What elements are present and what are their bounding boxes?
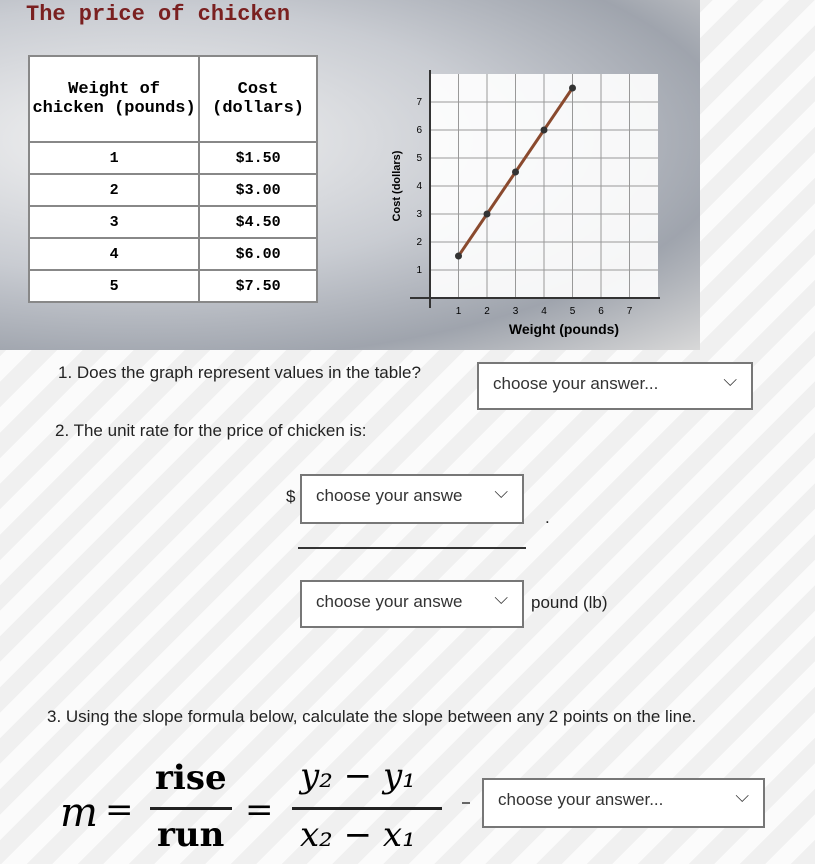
formula-m: m: [60, 790, 98, 836]
equals: =: [245, 790, 274, 830]
dropdown[interactable]: choose your answe: [300, 474, 524, 524]
y-tick-label: 3: [416, 209, 422, 220]
x-tick-label: 5: [570, 306, 576, 317]
table-cell: 5: [27, 269, 201, 303]
y-axis-label: Cost (dollars): [391, 150, 403, 221]
table-cell: $4.50: [198, 205, 318, 239]
run: run: [157, 815, 225, 855]
price-table: Weight of chicken (pounds) Cost (dollars)…: [27, 55, 318, 303]
y-tick-label: 1: [416, 265, 422, 276]
denominator: x₂ − x₁: [300, 815, 416, 855]
table-cell: $6.00: [198, 237, 318, 271]
dropdown[interactable]: choose your answer...: [482, 778, 765, 828]
column-header: Cost (dollars): [198, 55, 318, 143]
numerator: y₂ − y₁: [300, 756, 416, 796]
dash: [462, 802, 470, 804]
y-tick-label: 5: [416, 153, 422, 164]
equals: =: [105, 790, 134, 830]
dropdown[interactable]: choose your answe: [300, 580, 524, 628]
table-cell: 4: [27, 237, 201, 271]
dropdown[interactable]: choose your answer...: [477, 362, 753, 410]
fraction-bar: [150, 807, 232, 810]
title: The price of chicken: [26, 2, 291, 27]
x-tick-label: 1: [456, 306, 462, 317]
question: 1. Does the graph represent values in th…: [58, 363, 421, 382]
rise: rise: [155, 758, 227, 798]
y-tick-label: 6: [416, 125, 422, 136]
y-tick-label: 2: [416, 237, 422, 248]
table-cell: 2: [27, 173, 201, 207]
x-axis-label: Weight (pounds): [509, 321, 619, 337]
currency: $: [286, 487, 296, 506]
x-tick-label: 3: [513, 306, 519, 317]
data-point: [455, 252, 462, 260]
y-tick-label: 7: [416, 97, 422, 108]
column-header: Weight of chicken (pounds): [27, 55, 201, 143]
x-tick-label: 6: [598, 306, 604, 317]
fraction-bar: [298, 547, 526, 549]
table-cell: $1.50: [198, 141, 318, 175]
fraction-bar: [292, 807, 442, 810]
data-point: [569, 84, 576, 92]
y-tick-label: 4: [416, 181, 422, 192]
question: 2. The unit rate for the price of chicke…: [55, 421, 367, 440]
table-cell: 1: [27, 141, 201, 175]
data-point: [483, 210, 491, 218]
x-tick-label: 2: [484, 306, 490, 317]
data-point: [512, 168, 519, 176]
data-point: [540, 126, 548, 134]
unit: pound (lb): [531, 593, 608, 612]
table-cell: $3.00: [198, 173, 318, 207]
graph: 1 2 3 4 5 6 7 1 2 3 4 5 6 7 Weight (pounds) Cost (dolla…: [391, 70, 660, 337]
period: .: [545, 508, 550, 527]
question: 3. Using the slope formula below, calcul…: [47, 707, 697, 726]
table-cell: 3: [27, 205, 201, 239]
x-tick-label: 7: [627, 306, 633, 317]
x-tick-label: 4: [541, 306, 547, 317]
table-cell: $7.50: [198, 269, 318, 303]
